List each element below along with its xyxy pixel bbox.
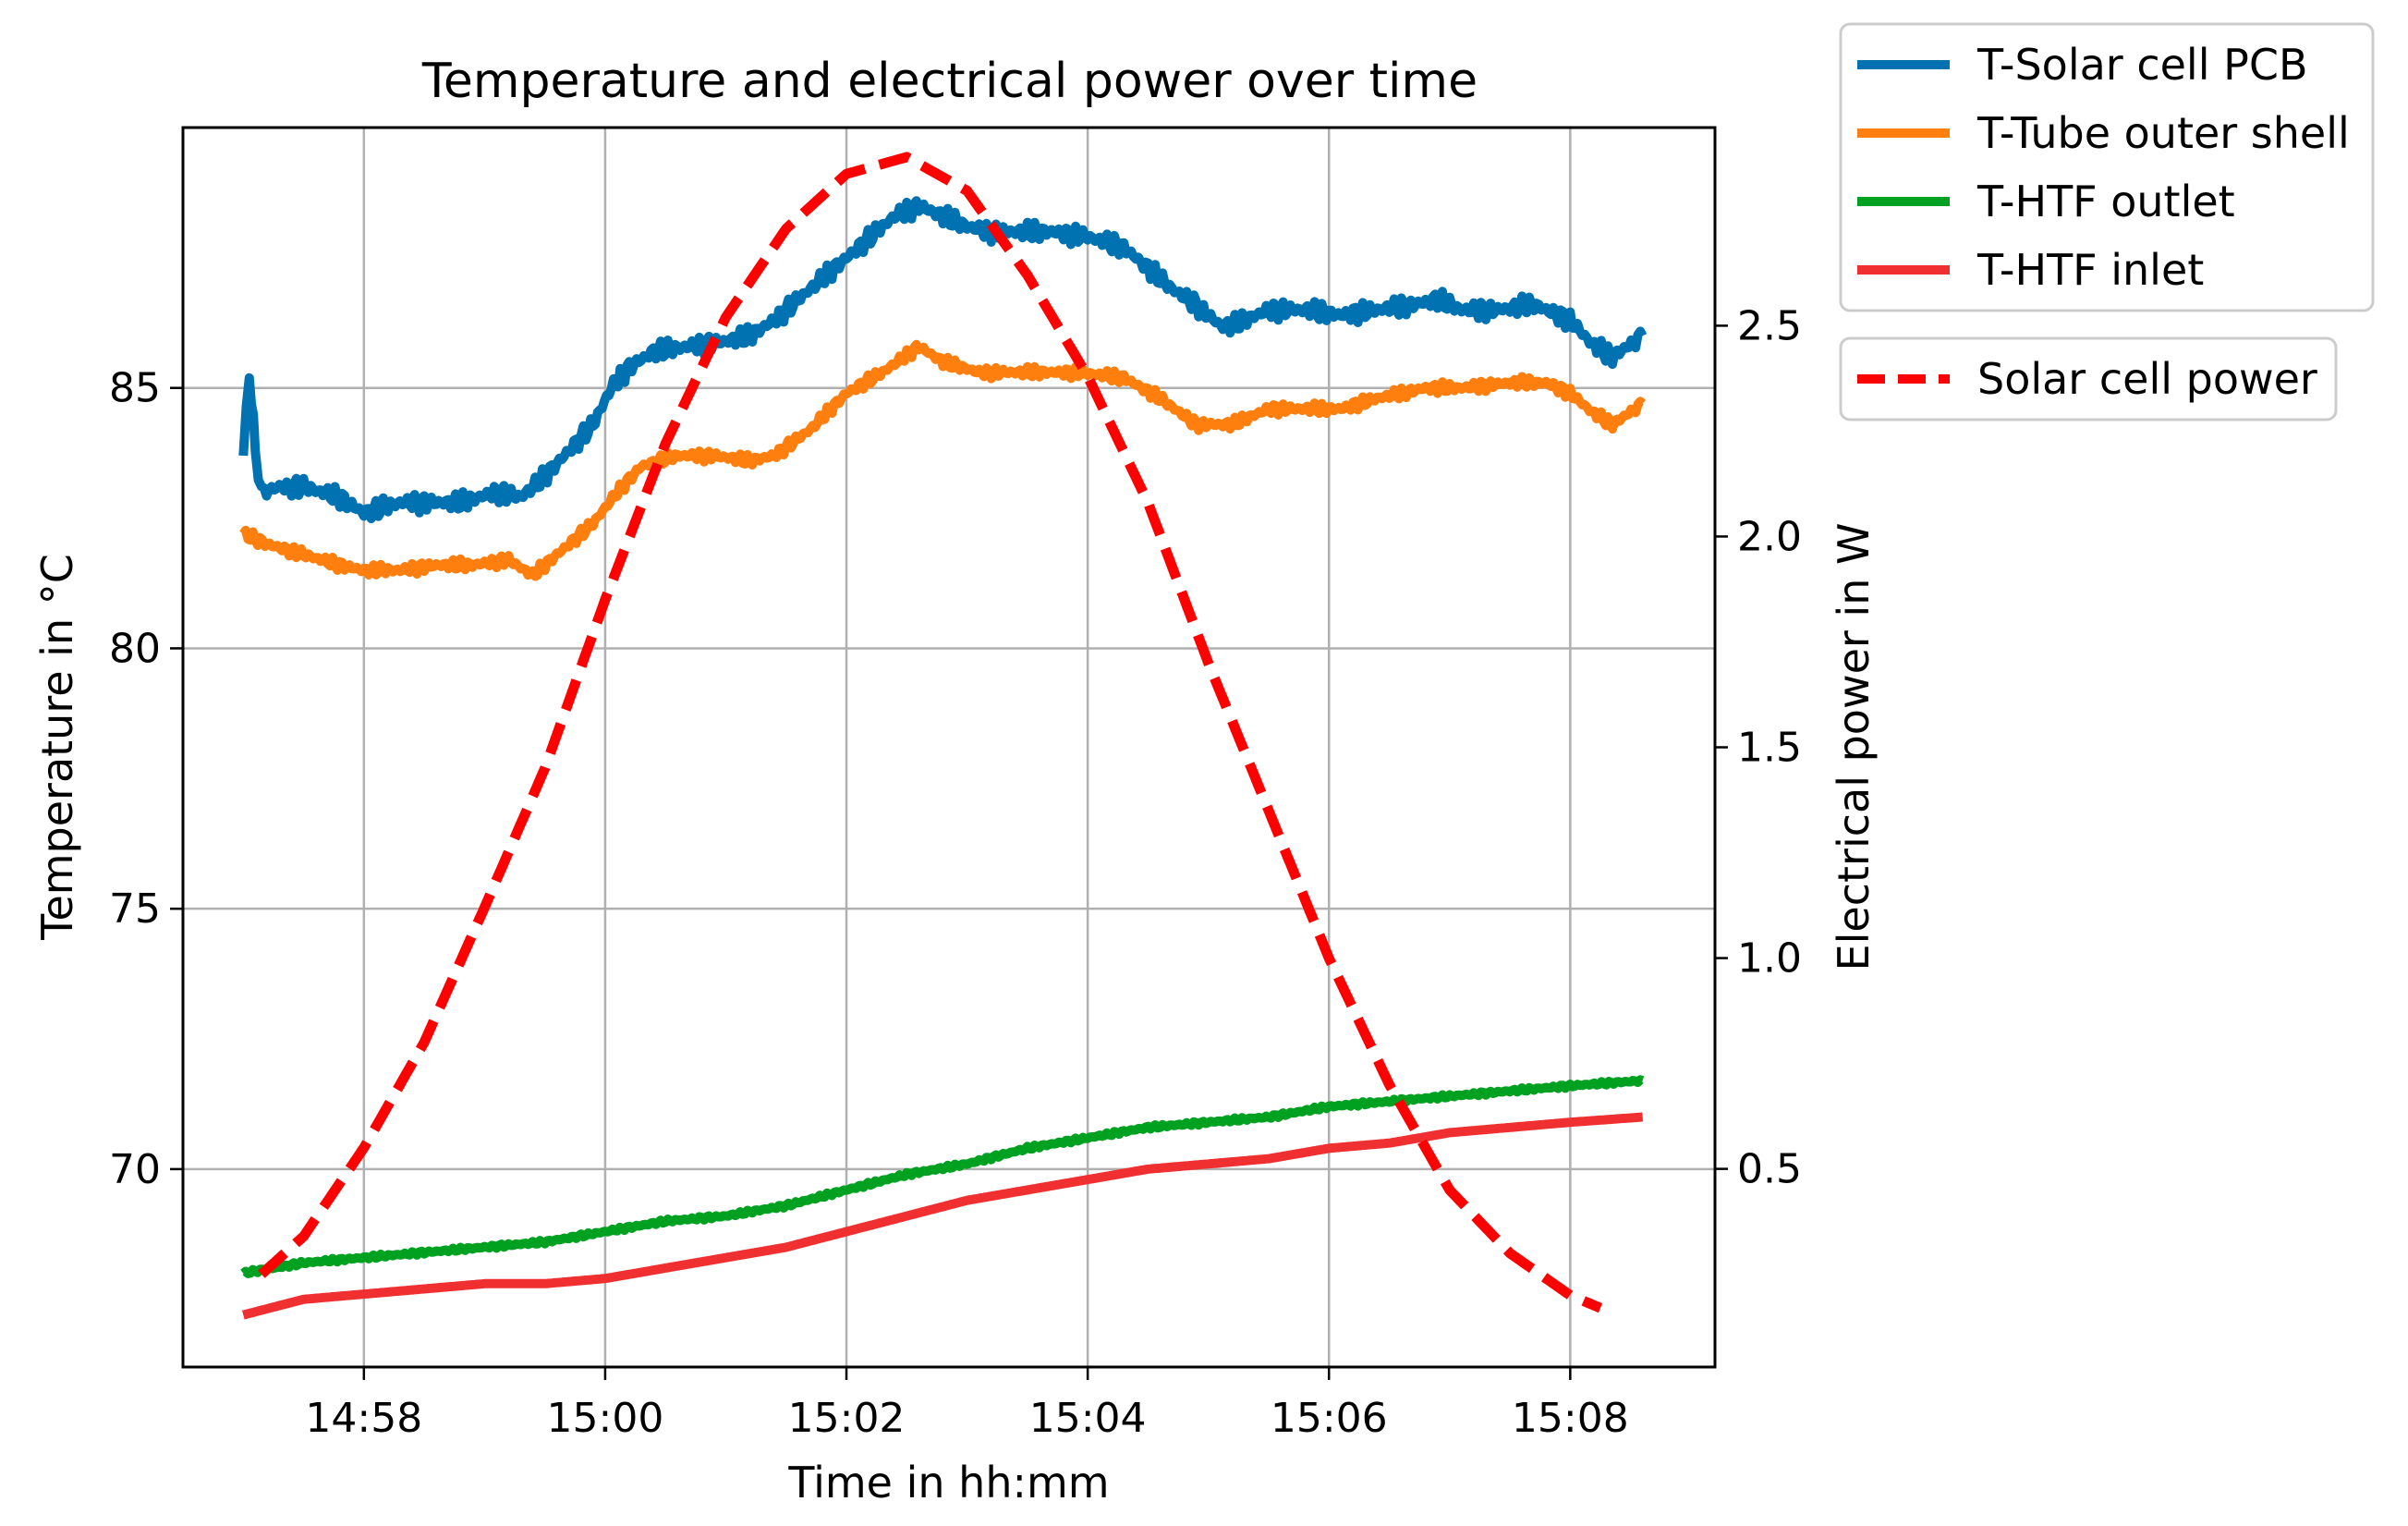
x-axis-label: Time in hh:mm: [787, 1458, 1109, 1508]
y-axis-left-ticks: 70 75 80 85: [109, 365, 183, 1193]
x-tick-label: 15:02: [788, 1395, 906, 1442]
legend-temperatures-frame: [1839, 22, 2375, 312]
legend-entry: T-Solar cell PCB: [1857, 40, 2308, 90]
series-lines: [238, 152, 1648, 1320]
legend-label: T-Tube outer shell: [1976, 108, 2350, 158]
series-line-t-tube-outer-shell: [239, 339, 1647, 581]
chart-title: Temperature and electrical power over ti…: [421, 54, 1478, 109]
y-right-tick-label: 0.5: [1737, 1146, 1802, 1193]
y-axis-right-ticks: 0.5 1.0 1.5 2.0 2.5: [1715, 302, 1802, 1193]
x-tick-label: 15:04: [1029, 1395, 1147, 1442]
y-axis-left-label: Temperature in °C: [32, 554, 82, 941]
x-tick-label: 15:08: [1512, 1395, 1629, 1442]
legend-label: T-Solar cell PCB: [1976, 40, 2308, 90]
legend-power-frame: [1839, 336, 2338, 421]
y-left-tick-label: 80: [109, 625, 161, 672]
y-right-tick-label: 1.5: [1737, 725, 1802, 772]
y-right-tick-label: 1.0: [1737, 935, 1802, 983]
legend-label: T-HTF outlet: [1976, 177, 2235, 226]
y-left-tick-label: 70: [109, 1146, 161, 1193]
series-line-t-solar-cell-pcb: [238, 196, 1648, 524]
legend-power: Solar cell power: [1839, 336, 2338, 421]
x-tick-label: 15:06: [1271, 1395, 1388, 1442]
x-tick-label: 15:00: [547, 1395, 664, 1442]
y-right-tick-label: 2.0: [1737, 513, 1802, 560]
series-line-t-htf-outlet: [240, 1075, 1646, 1278]
legend-label: T-HTF inlet: [1976, 245, 2204, 295]
x-axis-ticks: 14:58 15:00 15:02 15:04 15:06 15:08: [305, 1367, 1629, 1442]
y-axis-right-label: Electrical power in W: [1829, 523, 1879, 971]
y-left-tick-label: 75: [109, 885, 161, 933]
series-line-t-htf-inlet: [240, 1112, 1646, 1320]
x-tick-label: 14:58: [305, 1395, 422, 1442]
legend-label: Solar cell power: [1977, 354, 2317, 404]
legend-temperatures: T-Solar cell PCB T-Tube outer shell T-HT…: [1839, 22, 2375, 312]
y-right-tick-label: 2.5: [1737, 302, 1802, 349]
legend-entry: T-HTF inlet: [1857, 245, 2204, 295]
legend-entry: Solar cell power: [1857, 354, 2317, 404]
legend-entry: T-HTF outlet: [1857, 177, 2235, 226]
series-line-solar-cell-power: [258, 152, 1603, 1313]
legend-entry: T-Tube outer shell: [1857, 108, 2350, 158]
y-left-tick-label: 85: [109, 365, 161, 412]
